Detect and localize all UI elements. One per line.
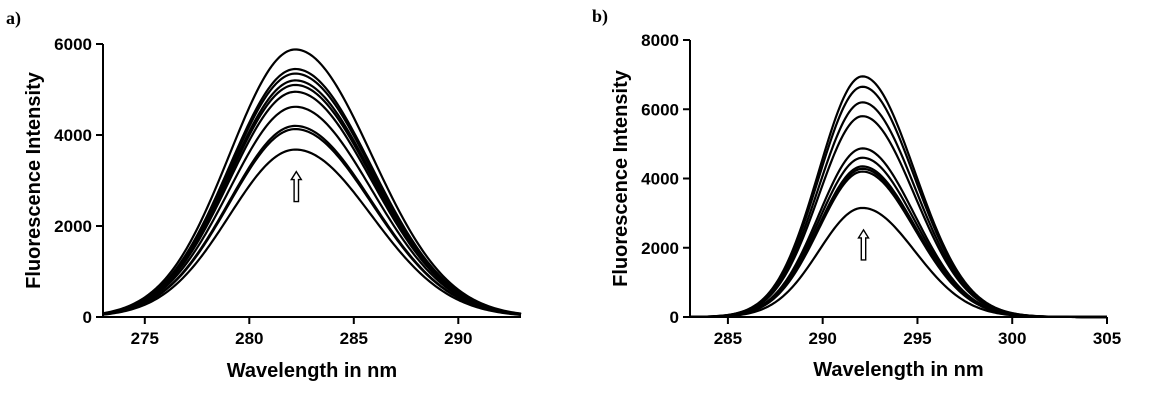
- panel-a-y-axis-title: Fluorescence Intensity: [23, 71, 45, 289]
- chart-panel-b: b) Fluorescence Intensity Wavelength in …: [592, 6, 1121, 381]
- panel-b-curves: [689, 75, 1107, 319]
- panel-a-y-tick-label: 0: [83, 308, 92, 327]
- panel-a-spectrum-curve-6: [102, 90, 522, 316]
- panel-b-ticks: 285 290 295 300 305 0 2000 4000 6000 8000: [641, 31, 1121, 348]
- panel-b-y-tick-label: 0: [670, 308, 679, 327]
- panel-b-y-axis-title: Fluorescence Intensity: [610, 69, 632, 287]
- panel-b-label: b): [592, 6, 608, 27]
- panel-a-x-tick-label: 275: [131, 329, 159, 348]
- panel-a-y-tick-label: 6000: [54, 35, 92, 54]
- panel-a-spectrum-curve-7: [102, 105, 522, 316]
- panel-a-arrow: [290, 170, 303, 203]
- panel-a-x-tick-label: 285: [340, 329, 368, 348]
- panel-b-spectrum-curve-7: [689, 165, 1107, 319]
- panel-a-y-tick-label: 2000: [54, 217, 92, 236]
- panel-a-x-axis-title: Wavelength in nm: [227, 360, 397, 382]
- panel-b-spectrum-curve-6: [689, 156, 1107, 319]
- panel-a-spectrum-curve-10: [102, 148, 522, 316]
- panel-b-x-tick-label: 295: [903, 329, 931, 348]
- panel-a-x-tick-label: 290: [444, 329, 472, 348]
- panel-b-spectrum-curve-10: [689, 206, 1107, 319]
- panel-b-x-tick-label: 290: [808, 329, 836, 348]
- panel-b-x-tick-label: 285: [714, 329, 742, 348]
- panel-b-y-tick-label: 4000: [641, 170, 679, 189]
- panel-a-ticks: 275 280 285 290 0 2000 4000 6000: [54, 35, 472, 348]
- panel-a-axes: [102, 44, 521, 318]
- panel-a-x-tick-label: 280: [235, 329, 263, 348]
- panel-a-spectrum-curve-1: [102, 48, 522, 315]
- panel-b-up-arrow-icon: [857, 228, 870, 261]
- panel-b-x-axis-title: Wavelength in nm: [813, 359, 983, 381]
- panel-a-y-tick-label: 4000: [54, 126, 92, 145]
- panel-b-axes: [689, 40, 1107, 318]
- panel-a-spectrum-curve-9: [102, 127, 522, 316]
- panel-b-x-tick-label: 300: [998, 329, 1026, 348]
- panel-b-y-tick-label: 8000: [641, 31, 679, 50]
- panel-a-curves: [102, 48, 522, 316]
- panel-b-arrow: [857, 228, 870, 261]
- panel-a-up-arrow-icon: [290, 170, 303, 203]
- panel-b-x-tick-label: 305: [1093, 329, 1121, 348]
- panel-b-y-tick-label: 6000: [641, 100, 679, 119]
- panel-b-y-tick-label: 2000: [641, 239, 679, 258]
- chart-panel-a: a) Fluorescence Intensity Wavelength in …: [6, 8, 522, 382]
- panel-a-label: a): [6, 8, 21, 29]
